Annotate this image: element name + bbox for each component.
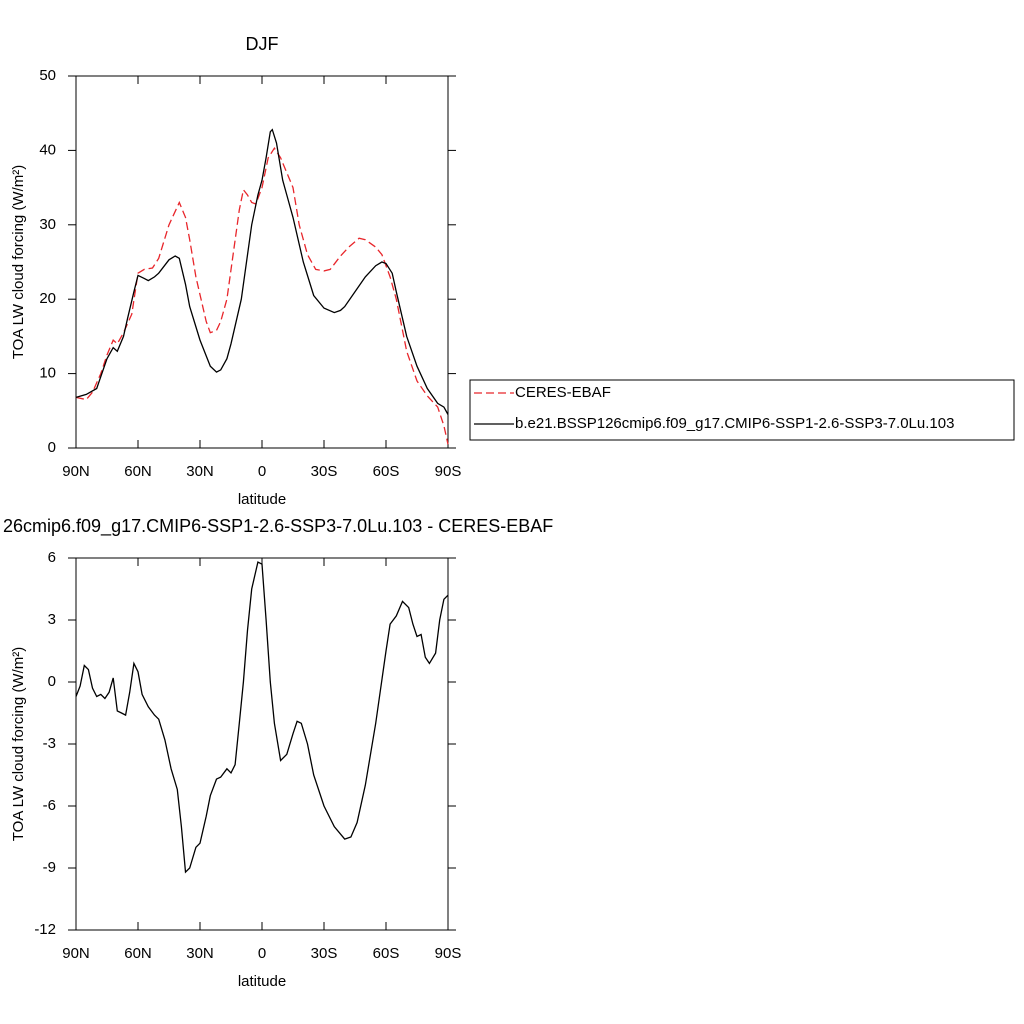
x-tick-label: 60N [124,463,152,480]
chart-title: DJF [246,34,279,54]
x-tick-label: 30N [186,945,214,962]
y-tick-label: 0 [48,439,56,456]
x-tick-label: 60S [373,463,400,480]
y-tick-label: 50 [39,67,56,84]
y-tick-label: -3 [43,735,56,752]
y-tick-label: 10 [39,365,56,382]
legend-label: CERES-EBAF [515,384,611,401]
x-axis-label: latitude [238,491,286,508]
x-tick-label: 30S [311,945,338,962]
data-line [75,147,449,445]
x-tick-label: 30S [311,463,338,480]
y-tick-label: 0 [48,673,56,690]
y-tick-label: -12 [34,921,56,938]
y-axis-label: TOA LW cloud forcing (W/m²) [10,165,27,359]
data-line [75,128,449,415]
y-tick-label: -6 [43,797,56,814]
plot-frame [75,75,449,449]
legend-label: b.e21.BSSP126cmip6.f09_g17.CMIP6-SSP1-2.… [515,415,954,432]
chart-title: 26cmip6.f09_g17.CMIP6-SSP1-2.6-SSP3-7.0L… [3,516,553,537]
x-tick-label: 30N [186,463,214,480]
x-tick-label: 60S [373,945,400,962]
legend-box [469,379,1015,441]
x-tick-label: 90S [435,945,462,962]
y-tick-label: 20 [39,290,56,307]
x-tick-label: 90N [62,463,90,480]
x-tick-label: 60N [124,945,152,962]
x-tick-label: 90S [435,463,462,480]
y-tick-label: 3 [48,611,56,628]
y-tick-label: 6 [48,549,56,566]
y-tick-label: -9 [43,859,56,876]
plot-frame [75,557,449,931]
x-tick-label: 0 [258,945,266,962]
x-tick-label: 0 [258,463,266,480]
y-tick-label: 30 [39,216,56,233]
x-tick-label: 90N [62,945,90,962]
data-line [75,561,449,874]
y-axis-label: TOA LW cloud forcing (W/m²) [10,647,27,841]
x-axis-label: latitude [238,973,286,990]
y-tick-label: 40 [39,141,56,158]
